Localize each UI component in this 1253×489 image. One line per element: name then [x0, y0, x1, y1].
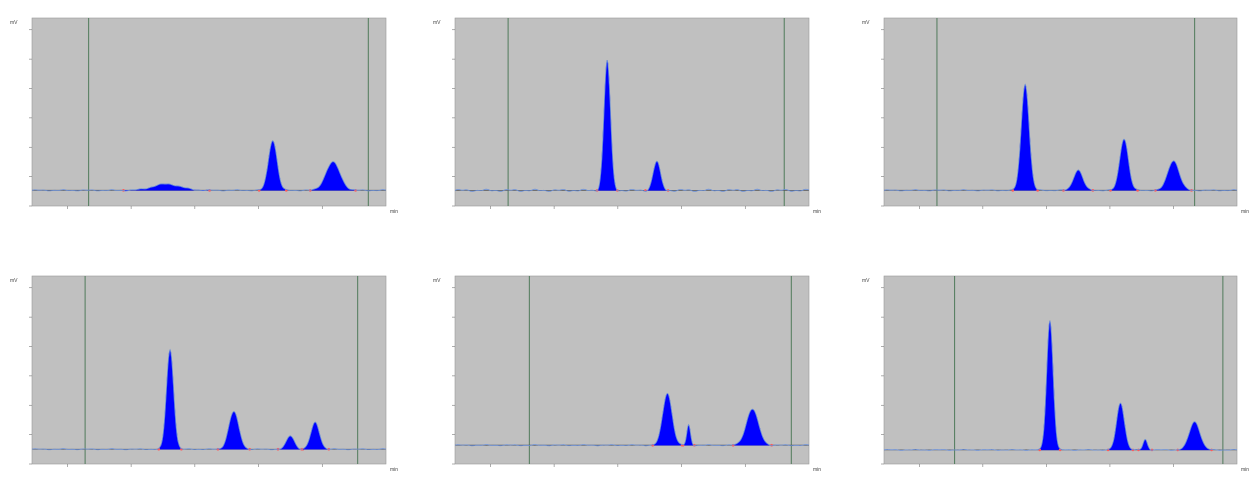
plot-area [454, 17, 810, 207]
chromatogram-svg: mV min [10, 17, 398, 215]
signal-trace [883, 320, 1238, 451]
x-axis-label: min [1241, 209, 1249, 215]
signal-trace [31, 348, 387, 451]
integration-mark [1137, 448, 1140, 452]
y-axis-label: mV [433, 278, 441, 284]
x-axis-label: min [390, 209, 398, 215]
y-axis-label: mV [433, 20, 441, 26]
plot-area [883, 275, 1238, 465]
chromatogram-panel-2: mV min [429, 4, 825, 230]
x-axis-label: min [813, 209, 821, 215]
signal-trace [454, 392, 810, 447]
chromatogram-svg: mV min [10, 275, 398, 473]
chromatogram-svg: mV min [862, 17, 1249, 215]
chromatogram-panel-4: mV min [6, 262, 402, 488]
chromatogram-panel-6: mV min [858, 262, 1253, 488]
x-axis-label: min [390, 467, 398, 473]
chromatogram-panel-5: mV min [429, 262, 825, 488]
signal-trace [883, 83, 1238, 192]
plot-area [31, 275, 387, 465]
y-axis-label: mV [862, 20, 870, 26]
signal-trace [31, 140, 387, 192]
signal-trace [454, 60, 810, 192]
x-axis-label: min [813, 467, 821, 473]
chromatogram-svg: mV min [433, 17, 821, 215]
chromatogram-panel-1: mV min [6, 4, 402, 230]
y-axis-label: mV [10, 20, 18, 26]
y-axis-label: mV [862, 278, 870, 284]
y-axis-label: mV [10, 278, 18, 284]
chromatogram-panel-3: mV min [858, 4, 1253, 230]
x-axis-label: min [1241, 467, 1249, 473]
chromatogram-svg: mV min [433, 275, 821, 473]
chromatogram-svg: mV min [862, 275, 1249, 473]
